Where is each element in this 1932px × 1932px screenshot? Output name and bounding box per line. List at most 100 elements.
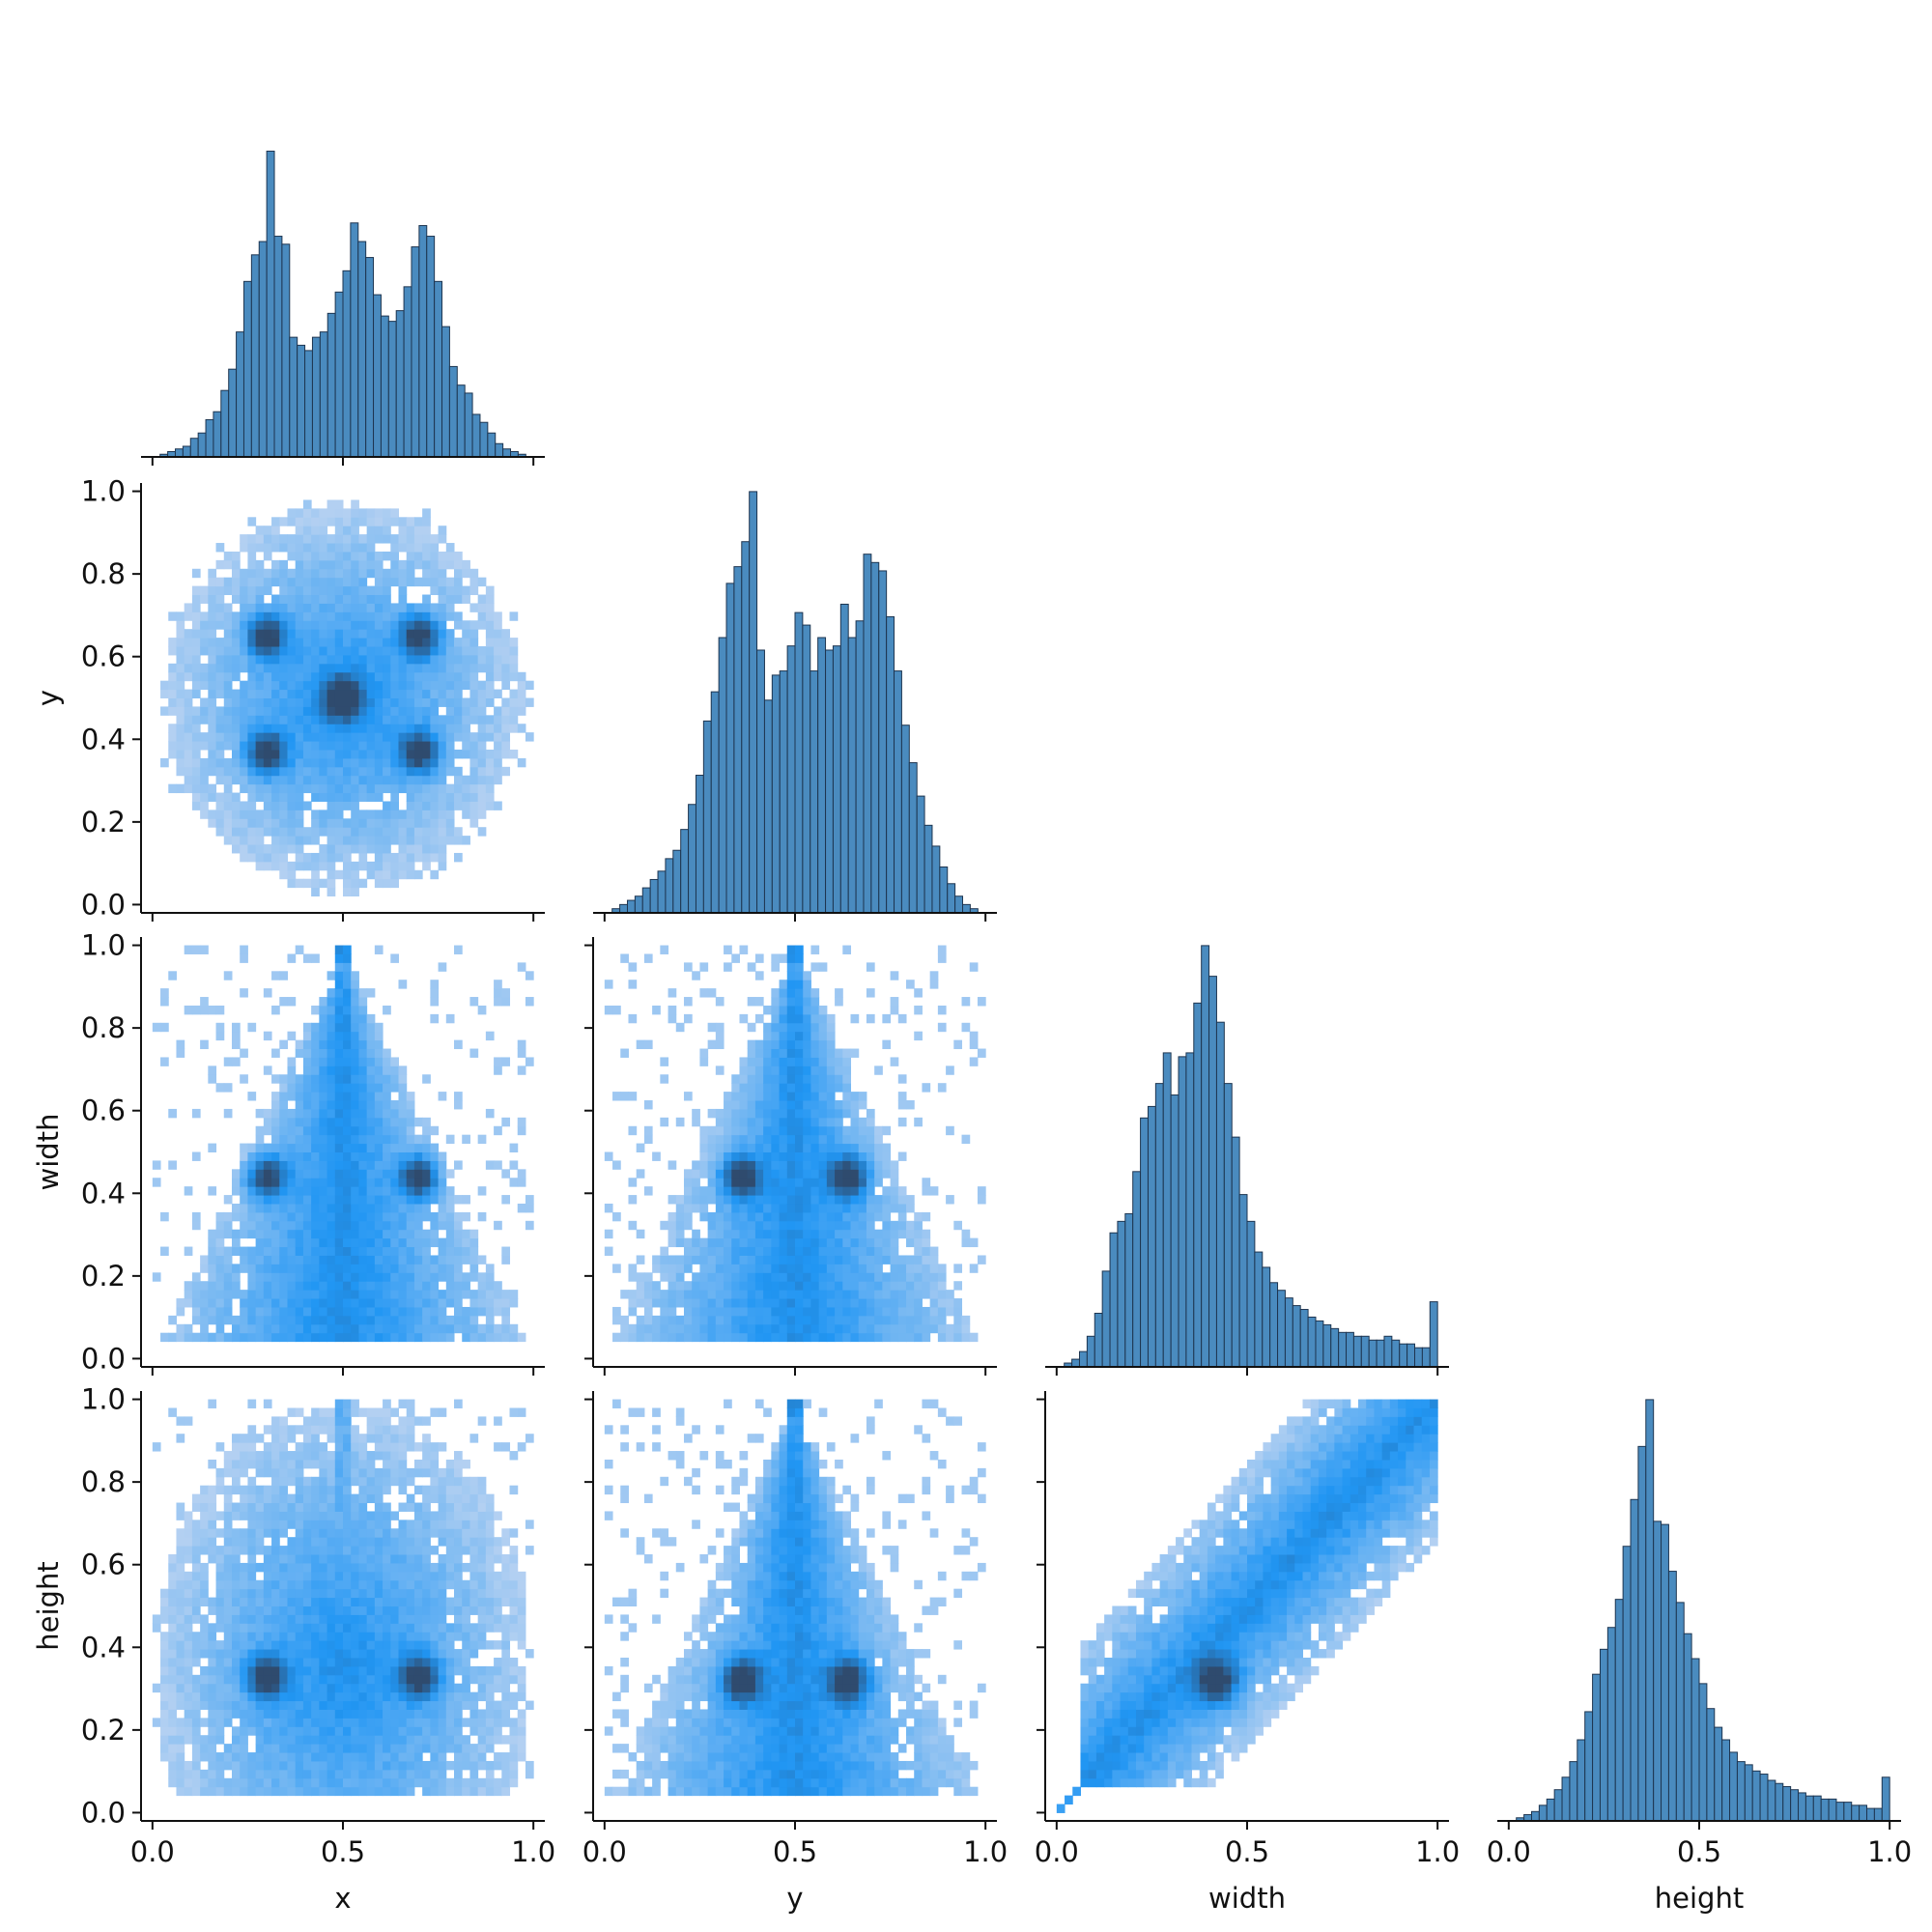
heatmap-cell <box>890 1160 899 1170</box>
heatmap-cell <box>302 1657 312 1667</box>
heatmap-cell <box>287 1125 297 1136</box>
heatmap-cell <box>215 1442 225 1452</box>
heatmap-cell <box>334 1399 344 1408</box>
heatmap-cell <box>255 697 265 707</box>
heatmap-cell <box>398 1298 408 1308</box>
heatmap-cell <box>509 663 519 673</box>
heatmap-cell <box>739 1117 749 1127</box>
heatmap-cell <box>334 568 344 579</box>
heatmap-cell <box>929 1323 939 1334</box>
heatmap-cell <box>803 980 811 989</box>
heatmap-cell <box>494 1065 502 1075</box>
heatmap-cell <box>240 1459 248 1469</box>
heatmap-cell <box>929 1186 939 1196</box>
heatmap-cell <box>763 1108 772 1119</box>
heatmap-cell <box>255 1528 265 1538</box>
heatmap-cell <box>247 1290 257 1299</box>
heatmap-cell <box>176 1605 185 1615</box>
heatmap-cell <box>866 1229 875 1239</box>
heatmap-cell <box>517 724 526 733</box>
heatmap-cell <box>319 629 328 639</box>
heatmap-cell <box>311 1709 320 1719</box>
heatmap-cell <box>168 1571 177 1581</box>
heatmap-cell <box>786 997 796 1007</box>
heatmap-cell <box>422 611 431 621</box>
heatmap-cell <box>398 706 408 716</box>
heatmap-cell <box>754 971 764 980</box>
heatmap-cell <box>351 878 359 889</box>
heatmap-cell <box>287 757 297 768</box>
heatmap-cell <box>208 594 217 604</box>
heatmap-cell <box>208 1528 217 1538</box>
heatmap-cell <box>731 1178 740 1187</box>
heatmap-cell <box>215 1485 225 1495</box>
heatmap-cell <box>240 732 248 742</box>
heatmap-cell <box>383 1151 391 1161</box>
heatmap-cell <box>779 1229 788 1239</box>
heatmap-cell <box>319 543 328 553</box>
heatmap-cell <box>835 1203 843 1213</box>
heatmap-cell <box>343 654 352 665</box>
heatmap-cell <box>279 1459 288 1469</box>
heatmap-cell <box>215 1665 225 1676</box>
heatmap-cell <box>295 1160 304 1170</box>
heatmap-x-height <box>152 1399 534 1797</box>
heatmap-cell <box>295 1649 304 1659</box>
heatmap-cell <box>771 1246 781 1256</box>
heatmap-cell <box>263 1117 272 1127</box>
heatmap-cell <box>398 1290 408 1299</box>
heatmap-cell <box>271 1281 280 1291</box>
heatmap-cell <box>724 1315 732 1325</box>
heatmap-cell <box>422 620 431 630</box>
heatmap-cell <box>826 1013 836 1024</box>
heatmap-cell <box>707 988 717 998</box>
heatmap-cell <box>739 1013 749 1024</box>
heatmap-cell <box>469 741 479 751</box>
heatmap-cell <box>160 1726 169 1736</box>
histogram-bar <box>1546 1798 1555 1822</box>
heatmap-cell <box>810 1005 820 1015</box>
heatmap-cell <box>358 1065 368 1075</box>
heatmap-cell <box>803 1220 811 1231</box>
heatmap-cell <box>636 1281 645 1291</box>
heatmap-cell <box>255 1674 265 1685</box>
heatmap-cell <box>358 1151 368 1161</box>
heatmap-cell <box>271 1640 280 1650</box>
heatmap-cell <box>215 654 225 665</box>
heatmap-cell <box>383 878 391 889</box>
heatmap-cell <box>208 732 217 742</box>
heatmap-cell <box>747 1332 756 1343</box>
heatmap-cell <box>263 1709 272 1719</box>
heatmap-cell <box>184 1605 193 1615</box>
heatmap-cell <box>612 1092 621 1101</box>
heatmap-cell <box>469 766 479 777</box>
heatmap-cell <box>477 706 487 716</box>
heatmap-cell <box>176 1657 185 1667</box>
heatmap-cell <box>327 827 336 837</box>
histogram-bar <box>502 448 512 458</box>
heatmap-cell <box>668 1264 677 1273</box>
heatmap-cell <box>383 654 391 665</box>
heatmap-cell <box>818 1039 828 1050</box>
heatmap-cell <box>247 836 257 845</box>
heatmap-cell <box>383 1186 391 1196</box>
heatmap-cell <box>358 654 368 665</box>
heatmap-cell <box>430 1255 440 1264</box>
heatmap-cell <box>255 577 265 587</box>
heatmap-cell <box>469 1272 479 1282</box>
heatmap-cell <box>477 715 487 724</box>
heatmap-cell <box>858 1281 867 1291</box>
heatmap-cell <box>327 1169 336 1179</box>
heatmap-cell <box>240 1614 248 1624</box>
heatmap-cell <box>430 715 440 724</box>
heatmap-cell <box>200 1323 209 1334</box>
heatmap-cell <box>223 1229 233 1239</box>
heatmap-cell <box>366 1039 376 1050</box>
heatmap-cell <box>191 1649 201 1659</box>
heatmap-cell <box>961 1237 971 1248</box>
heatmap-cell <box>771 1178 781 1187</box>
heatmap-cell <box>771 1229 781 1239</box>
heatmap-cell <box>208 1493 217 1504</box>
heatmap-cell <box>311 1065 320 1075</box>
heatmap-cell <box>707 1306 717 1317</box>
